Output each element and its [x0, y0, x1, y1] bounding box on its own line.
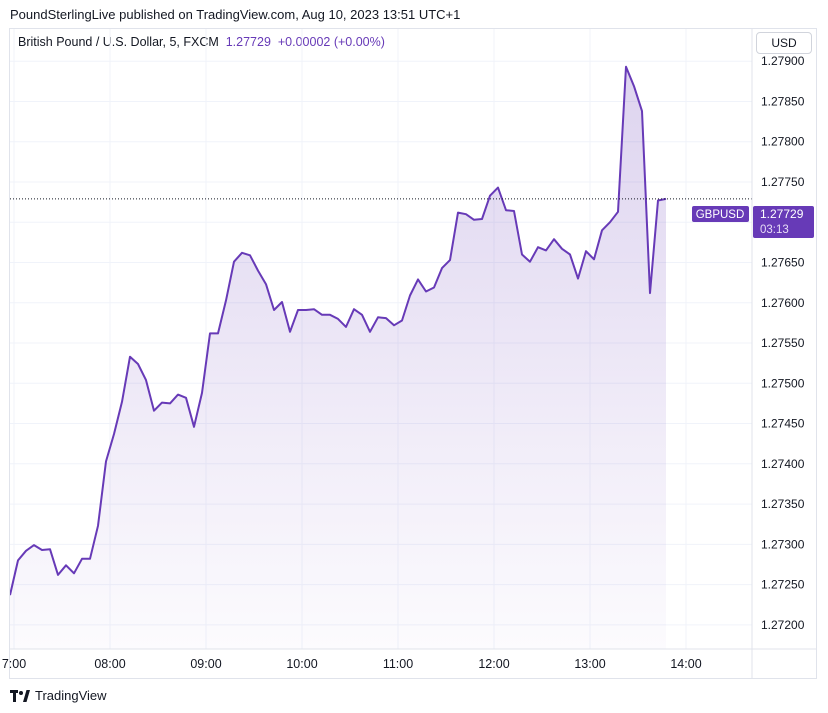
y-tick-label: 1.27400 — [761, 457, 805, 471]
symbol-name: British Pound / U.S. Dollar, 5, FXCM — [18, 35, 219, 49]
price-series-line — [10, 65, 667, 596]
y-tick-label: 1.27600 — [761, 296, 805, 310]
price-tag-bg — [753, 206, 814, 238]
price-tag-countdown: 03:13 — [760, 224, 789, 236]
x-tick-label: 11:00 — [383, 657, 413, 671]
chart-frame — [9, 28, 817, 679]
y-tick-label: 1.27800 — [761, 135, 805, 149]
tradingview-logo-icon — [10, 689, 30, 702]
y-tick-label: 1.27900 — [761, 54, 805, 68]
x-axis: 7:00 08:00 09:00 10:00 11:00 12:00 13:00 14:00 — [2, 657, 702, 671]
x-tick-label: 10:00 — [286, 657, 317, 671]
y-tick-label: 1.27650 — [761, 256, 805, 270]
price-area-fill — [10, 66, 666, 649]
y-tick-label: 1.27350 — [761, 497, 805, 511]
y-tick-label: 1.27300 — [761, 537, 805, 551]
footer-brand: TradingView — [35, 688, 107, 703]
x-tick-label: 09:00 — [190, 657, 221, 671]
published-caption: PoundSterlingLive published on TradingVi… — [10, 7, 461, 22]
x-tick-label: 13:00 — [574, 657, 605, 671]
symbol-price: 1.27729 — [225, 35, 271, 49]
x-tick-label: 08:00 — [94, 657, 125, 671]
y-tick-label: 1.27750 — [761, 175, 805, 189]
ticker-tag-bg — [692, 206, 749, 222]
x-tick-label: 12:00 — [478, 657, 509, 671]
symbol-change: +0.00002 (+0.00%) — [277, 35, 385, 49]
x-tick-label: 7:00 — [2, 657, 26, 671]
price-tag: GBPUSD 1.27729 03:13 — [692, 206, 814, 238]
currency-button[interactable]: USD — [756, 32, 812, 54]
y-tick-label: 1.27550 — [761, 336, 805, 350]
ticker-tag-label: GBPUSD — [696, 209, 745, 221]
footer-branding: TradingView — [10, 688, 107, 703]
y-tick-label: 1.27450 — [761, 417, 805, 431]
symbol-legend: British Pound / U.S. Dollar, 5, FXCM 1.2… — [18, 35, 385, 49]
y-tick-label: 1.27200 — [761, 618, 805, 632]
y-tick-label: 1.27500 — [761, 376, 805, 390]
y-tick-label: 1.27850 — [761, 94, 805, 108]
price-tag-value: 1.27729 — [760, 207, 804, 221]
y-axis: 1.27200 1.27250 1.27300 1.27350 1.27400 1.274… — [761, 54, 805, 632]
y-tick-label: 1.27250 — [761, 578, 805, 592]
x-tick-label: 14:00 — [670, 657, 701, 671]
